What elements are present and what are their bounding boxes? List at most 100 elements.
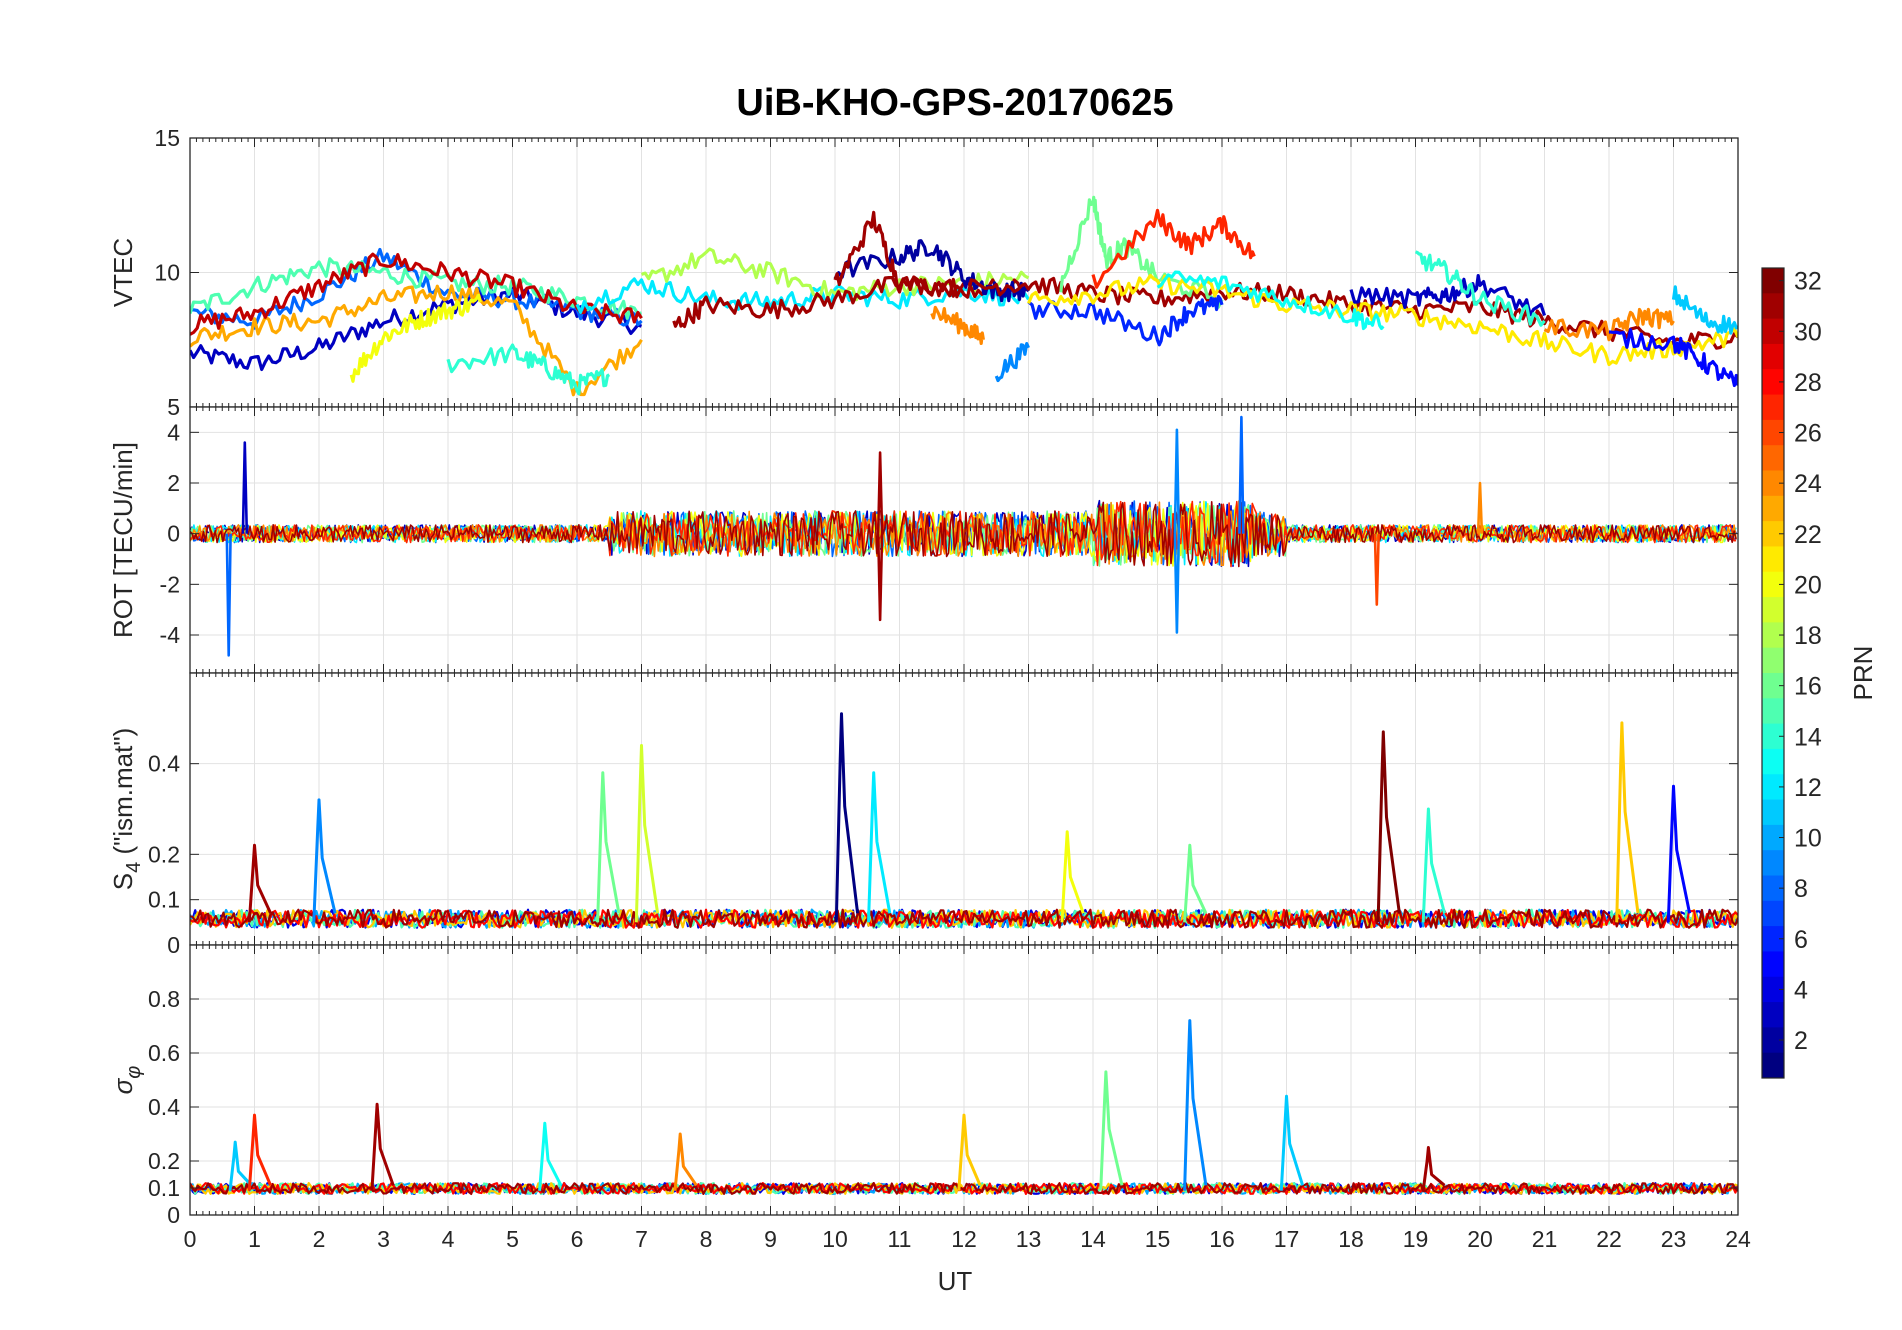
y-tick-label: -4 (160, 622, 181, 648)
colorbar-tick-label: 8 (1794, 875, 1808, 903)
colorbar-swatch (1762, 318, 1784, 345)
x-tick-label: 14 (1080, 1226, 1106, 1252)
spike-prn-5 (1666, 784, 1692, 923)
y-tick-label: 2 (167, 470, 180, 496)
colorbar-swatch (1762, 926, 1784, 952)
spike-prn-1 (834, 712, 860, 923)
y-tick-label: 10 (154, 260, 180, 286)
colorbar-swatch (1762, 343, 1784, 370)
vtec-series-prn-6 (1027, 294, 1224, 347)
rot-series-prn-31 (190, 501, 1737, 568)
spike-prn-13 (538, 1121, 563, 1191)
colorbar-swatch (1762, 1052, 1784, 1079)
panel-2: -4 -2 0 2 4 ROT [TECU/min] (108, 406, 1739, 674)
spike-prn-31 (370, 1102, 395, 1191)
rot-spike-prn-8 (1238, 415, 1245, 534)
vtec-series-prn-30 (190, 252, 643, 336)
vtec-series-prn-14 (446, 343, 611, 396)
y-tick-label: 0.1 (148, 887, 180, 913)
x-tick-label: 17 (1274, 1226, 1300, 1252)
x-tick-label: 18 (1338, 1226, 1364, 1252)
x-tick-label: 5 (506, 1226, 519, 1252)
colorbar-tick-label: 16 (1794, 673, 1822, 701)
vtec-series-prn-14 (1414, 250, 1546, 327)
rot-spike-prn-31 (876, 533, 884, 622)
spike-prn-31 (1421, 1146, 1446, 1191)
series-group (190, 415, 1737, 657)
colorbar-tick-label: 26 (1794, 420, 1822, 448)
rot-spike-prn-8 (225, 533, 232, 657)
colorbar-swatch (1762, 445, 1784, 471)
panel-3: 0 0.1 0.2 0.4S4 ("ism.mat") (108, 672, 1739, 958)
colorbar-swatch (1762, 419, 1784, 446)
vtec-series-prn-15 (190, 257, 642, 320)
colorbar-tick-label: 2 (1794, 1027, 1808, 1055)
colorbar-swatch (1762, 647, 1784, 674)
series-group (190, 712, 1738, 929)
colorbar-tick-label: 28 (1794, 369, 1822, 397)
colorbar-swatch (1762, 470, 1784, 497)
colorbar-swatch (1762, 521, 1784, 547)
y-tick-label: 0.4 (148, 751, 180, 777)
x-tick-label: 22 (1596, 1226, 1622, 1252)
spike-prn-11 (1279, 1094, 1305, 1191)
colorbar-tick-label: 18 (1794, 622, 1822, 650)
spike-prn-11 (228, 1140, 253, 1191)
rot-spike-prn-31 (876, 451, 884, 534)
x-tick-label: 24 (1725, 1226, 1751, 1252)
x-tick-label: 15 (1145, 1226, 1171, 1252)
x-tick-label: 10 (822, 1226, 848, 1252)
colorbar-swatch (1762, 394, 1784, 421)
vtec-series-prn-13 (1156, 270, 1385, 331)
panel-1: 5 10 15 VTEC (108, 125, 1739, 420)
x-tick-label: 19 (1403, 1226, 1429, 1252)
spike-prn-20 (1060, 830, 1085, 923)
colorbar-swatch (1762, 622, 1784, 649)
spike-prn-32 (1376, 730, 1401, 923)
spike-prn-22 (1615, 721, 1640, 923)
spike-prn-19 (634, 744, 660, 923)
spike-prn-31 (247, 843, 272, 923)
colorbar-tick-label: 24 (1794, 470, 1822, 498)
colorbar-swatch (1762, 495, 1784, 522)
colorbar-tick-label: 30 (1794, 318, 1822, 346)
vtec-series-prn-11 (1671, 285, 1738, 335)
vtec-series-prn-21 (1027, 273, 1738, 367)
panel-4: 00.10.2 0.4 0.6 0.8 σφ (108, 944, 1739, 1228)
vtec-series-prn-20 (349, 293, 482, 383)
y-tick-label: 0.4 (148, 1094, 180, 1120)
y-tick-label: -2 (160, 571, 180, 597)
rot-spike-prn-24 (1476, 481, 1484, 534)
y-axis-label: S4 ("ism.mat") (108, 728, 145, 890)
colorbar-swatch (1762, 673, 1784, 699)
colorbar-label: PRN (1848, 646, 1878, 701)
colorbar-swatch (1762, 723, 1784, 750)
colorbar-swatch (1762, 1027, 1784, 1054)
spike-prn-16 (596, 771, 621, 923)
series-prn-22 (190, 1182, 1738, 1195)
spike-prn-9 (1183, 1019, 1208, 1191)
rot-spike-prn-26 (1373, 533, 1380, 606)
series-prn-31 (190, 1182, 1738, 1195)
x-tick-label: 12 (951, 1226, 977, 1252)
y-tick-label: 0 (167, 932, 180, 958)
y-tick-label: 0.2 (148, 841, 180, 867)
colorbar-swatch (1762, 799, 1784, 826)
y-tick-label: 0.1 (148, 1175, 180, 1201)
spike-prn-14 (1421, 807, 1446, 923)
x-tick-label: 6 (571, 1226, 584, 1252)
x-tick-label: 13 (1016, 1226, 1042, 1252)
spike-prn-24 (673, 1132, 698, 1191)
spike-prn-12 (867, 771, 892, 923)
colorbar-swatch (1762, 824, 1784, 851)
colorbar-swatch (1762, 900, 1784, 927)
colorbar-swatch (1762, 268, 1784, 294)
colorbar-tick-label: 14 (1794, 723, 1822, 751)
y-axis-label: ROT [TECU/min] (108, 442, 138, 638)
rot-spike-prn-3 (241, 441, 249, 534)
colorbar-swatch (1762, 976, 1784, 1003)
colorbar-swatch (1762, 546, 1784, 573)
x-tick-label: 7 (635, 1226, 648, 1252)
